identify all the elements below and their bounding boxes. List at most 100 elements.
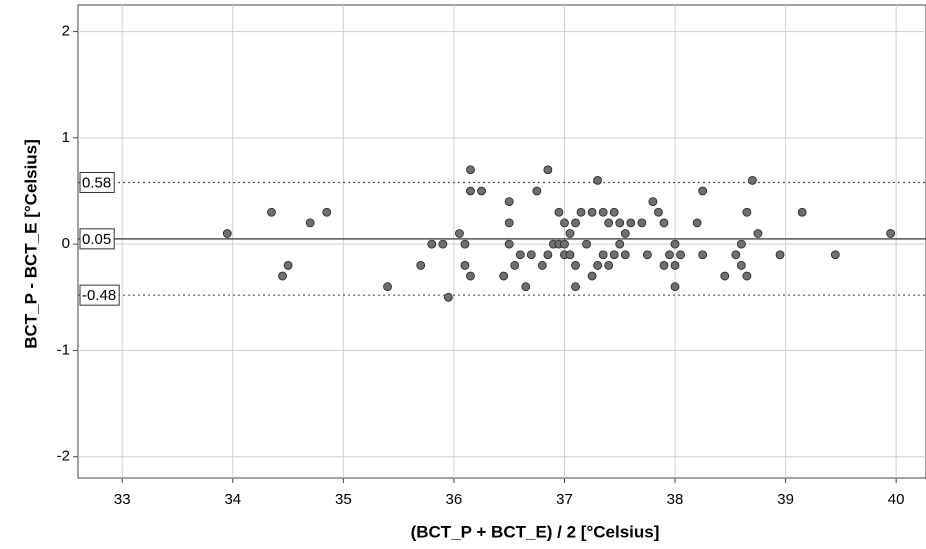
data-point: [642, 250, 652, 260]
data-point: [543, 165, 553, 175]
reference-label: 0.58: [82, 174, 111, 191]
data-point: [620, 250, 630, 260]
data-point: [521, 282, 531, 292]
data-point: [670, 282, 680, 292]
data-point: [736, 239, 746, 249]
data-point: [748, 175, 757, 185]
data-point: [797, 207, 807, 217]
x-tick-label: 37: [556, 491, 573, 508]
data-point: [322, 207, 332, 217]
data-point: [283, 261, 293, 270]
data-point: [654, 207, 663, 217]
data-point: [698, 250, 708, 260]
data-point: [615, 218, 625, 228]
reference-label-box: [79, 284, 120, 306]
data-point: [460, 261, 470, 270]
data-point: [565, 229, 575, 238]
data-point: [670, 261, 680, 270]
data-point: [576, 207, 586, 217]
data-point: [742, 271, 752, 281]
data-point: [532, 186, 542, 196]
reference-label-box: [79, 172, 115, 194]
data-point: [278, 271, 287, 281]
data-point: [526, 250, 536, 260]
data-point: [692, 218, 702, 228]
data-point: [731, 250, 741, 260]
data-point: [571, 261, 580, 270]
data-point: [637, 218, 647, 228]
x-tick-label: 33: [114, 491, 131, 508]
data-point: [571, 282, 580, 292]
data-point: [515, 250, 525, 260]
x-axis-title: (BCT_P + BCT_E) / 2 [°Celsius]: [411, 522, 660, 541]
data-point: [753, 229, 763, 238]
data-point: [665, 250, 674, 260]
data-point: [886, 229, 896, 238]
data-point: [593, 175, 603, 185]
data-point: [427, 239, 437, 249]
x-tick-label: 38: [667, 491, 684, 508]
data-point: [742, 207, 752, 217]
x-tick-label: 40: [888, 491, 905, 508]
x-tick-label: 35: [335, 491, 352, 508]
x-tick-label: 34: [224, 491, 241, 508]
data-point: [543, 250, 553, 260]
reference-label: 0.05: [82, 231, 111, 248]
data-point: [676, 250, 685, 260]
data-point: [504, 239, 514, 249]
data-point: [698, 186, 708, 196]
data-point: [460, 239, 470, 249]
data-point: [466, 186, 475, 196]
data-point: [775, 250, 785, 260]
reference-label-box: [79, 228, 115, 250]
data-point: [648, 197, 658, 207]
y-tick-label: 0: [62, 235, 70, 252]
data-point: [560, 218, 569, 228]
x-tick-label: 39: [777, 491, 794, 508]
y-tick-label: 1: [62, 129, 70, 146]
data-point: [830, 250, 840, 260]
y-tick-label: -1: [57, 341, 70, 358]
data-point: [477, 186, 486, 196]
data-point: [615, 239, 625, 249]
data-point: [582, 239, 591, 249]
data-point: [620, 229, 630, 238]
data-point: [720, 271, 730, 281]
y-axis-title: BCT_P - BCT_E [°Celsius]: [21, 139, 40, 349]
data-point: [222, 229, 232, 238]
data-point: [383, 282, 392, 292]
data-point: [499, 271, 509, 281]
data-point: [587, 207, 597, 217]
data-point: [571, 218, 580, 228]
data-point: [504, 218, 514, 228]
data-point: [593, 261, 603, 270]
data-point: [587, 271, 597, 281]
data-point: [560, 239, 569, 249]
data-point: [455, 229, 464, 238]
data-point: [659, 218, 669, 228]
x-tick-label: 36: [446, 491, 463, 508]
data-point: [670, 239, 680, 249]
data-point: [659, 261, 669, 270]
data-point: [466, 165, 475, 175]
data-point: [443, 292, 453, 302]
y-tick-label: 2: [62, 23, 70, 40]
data-point: [626, 218, 636, 228]
y-tick-label: -2: [57, 448, 70, 465]
data-point: [537, 261, 547, 270]
data-point: [510, 261, 520, 270]
data-point: [565, 250, 575, 260]
data-point: [609, 207, 619, 217]
data-point: [604, 218, 614, 228]
data-point: [736, 261, 746, 270]
data-point: [609, 250, 619, 260]
data-point: [305, 218, 315, 228]
reference-label: -0.48: [82, 287, 116, 304]
data-point: [504, 197, 514, 207]
data-point: [598, 250, 608, 260]
data-point: [416, 261, 426, 270]
data-point: [604, 261, 614, 270]
data-point: [554, 207, 564, 217]
data-point: [267, 207, 276, 217]
